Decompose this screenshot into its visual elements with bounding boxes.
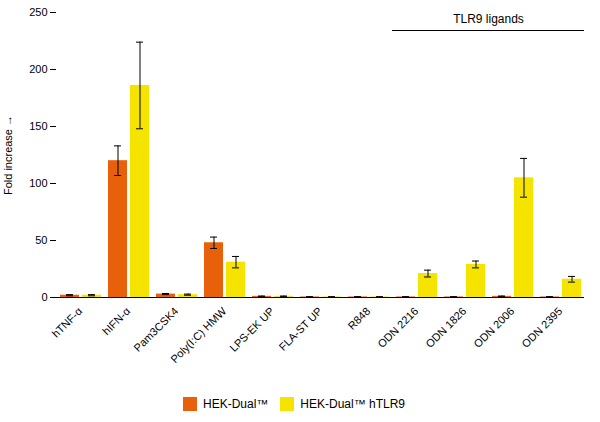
svg-text:200: 200 <box>29 63 47 75</box>
svg-text:ODN 2006: ODN 2006 <box>471 305 516 350</box>
svg-text:FLA-ST UP: FLA-ST UP <box>276 305 324 353</box>
svg-text:Poly(I:C) HMW: Poly(I:C) HMW <box>168 304 229 365</box>
svg-text:150: 150 <box>29 120 47 132</box>
svg-text:LPS-EK UP: LPS-EK UP <box>227 305 276 354</box>
svg-text:250: 250 <box>29 6 47 18</box>
svg-text:100: 100 <box>29 177 47 189</box>
svg-text:Fold increase →: Fold increase → <box>2 115 14 195</box>
svg-text:TLR9 ligands: TLR9 ligands <box>453 12 524 26</box>
svg-text:ODN 2395: ODN 2395 <box>519 305 564 350</box>
html-text:HEK-Dual™: HEK-Dual™ <box>203 396 269 411</box>
svg-text:hIFN-α: hIFN-α <box>100 304 133 337</box>
svg-text:R848: R848 <box>345 305 372 332</box>
svg-text:ODN 1826: ODN 1826 <box>423 305 468 350</box>
svg-text:ODN 2216: ODN 2216 <box>375 305 420 350</box>
svg-text:50: 50 <box>35 234 47 246</box>
svg-text:Pam3CSK4: Pam3CSK4 <box>131 305 180 354</box>
svg-text:0: 0 <box>41 291 47 303</box>
svg-text:hTNF-α: hTNF-α <box>49 304 84 339</box>
html-text:HEK-Dual™ hTLR9: HEK-Dual™ hTLR9 <box>300 396 405 411</box>
